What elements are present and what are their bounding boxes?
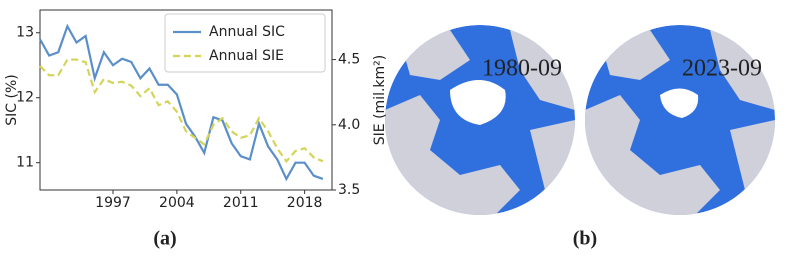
y2-tick-label: 4.0 — [338, 117, 360, 133]
x-tick-label: 2011 — [223, 195, 259, 211]
y2-tick-label: 4.5 — [338, 52, 360, 68]
x-tick-label: 2018 — [287, 195, 323, 211]
y-tick-label: 11 — [16, 155, 34, 171]
map-label: 1980-09 — [482, 56, 562, 82]
plot-frame — [39, 9, 333, 191]
panel-label: (b) — [573, 228, 597, 250]
legend-box — [164, 13, 326, 73]
x-tick-label: 1997 — [95, 195, 131, 211]
legend-label: Annual SIE — [209, 48, 284, 64]
y-axis-label: SIC (%) — [4, 74, 20, 125]
y2-axis-label: SIE (mil.km²) — [372, 55, 388, 145]
legend-label: Annual SIC — [209, 24, 285, 40]
y-tick-label: 13 — [16, 25, 34, 41]
y2-tick-label: 3.5 — [338, 182, 360, 198]
y-tick-label: 12 — [16, 90, 34, 106]
series-line — [39, 58, 324, 164]
panel-label: (a) — [153, 228, 176, 250]
x-tick-label: 2004 — [159, 195, 195, 211]
map-label: 2023-09 — [682, 56, 762, 82]
series-line — [39, 23, 324, 182]
